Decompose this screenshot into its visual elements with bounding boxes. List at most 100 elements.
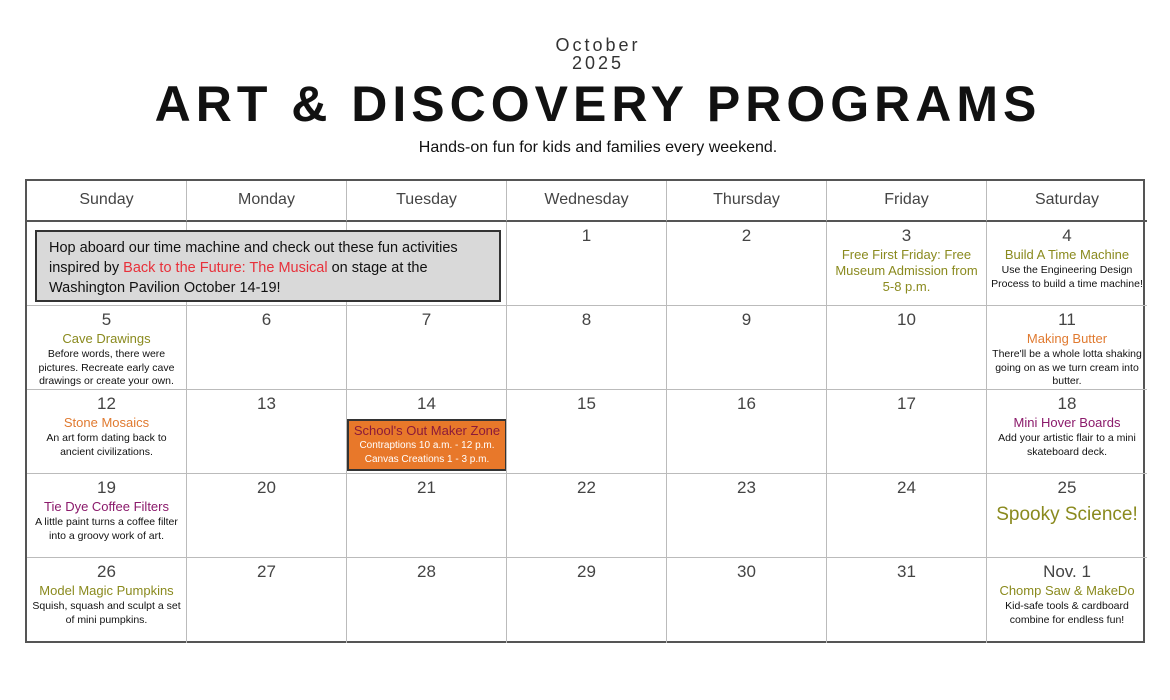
day-number: 15 xyxy=(577,394,596,413)
day-number: 24 xyxy=(897,478,916,497)
weekday-header: Saturday xyxy=(987,181,1147,222)
day-number: 17 xyxy=(897,394,916,413)
day-number: 12 xyxy=(97,394,116,413)
day-cell: 2 xyxy=(667,222,827,306)
day-number: 30 xyxy=(737,562,756,581)
event-time: Canvas Creations 1 - 3 p.m. xyxy=(364,454,490,465)
day-number: 25 xyxy=(1057,478,1077,497)
event-description: Squish, squash and sculpt a set of mini … xyxy=(32,600,181,626)
event-title: Build A Time Machine xyxy=(1004,247,1130,262)
day-cell: 28 xyxy=(347,558,507,643)
day-number: 5 xyxy=(101,310,112,329)
day-cell: 13 xyxy=(187,390,347,474)
day-cell: 27 xyxy=(187,558,347,643)
day-number: 18 xyxy=(1057,394,1077,413)
event-title: Making Butter xyxy=(1026,331,1108,346)
event-title: Stone Mosaics xyxy=(63,415,150,430)
day-cell[interactable]: 4 Build A Time Machine Use the Engineering… xyxy=(987,222,1147,306)
event-description: Add your artistic flair to a mini skateb… xyxy=(998,432,1136,458)
day-cell[interactable]: 18 Mini Hover Boards Add your artistic fla… xyxy=(987,390,1147,474)
event-title: Mini Hover Boards xyxy=(1013,415,1121,430)
weekday-header: Friday xyxy=(827,181,987,222)
day-cell: 24 xyxy=(827,474,987,558)
day-number: 29 xyxy=(577,562,596,581)
page-subtitle: Hands-on fun for kids and families every… xyxy=(418,139,778,156)
day-number: 7 xyxy=(421,310,432,329)
weekday-header: Sunday xyxy=(27,181,187,222)
day-cell: 16 xyxy=(667,390,827,474)
day-cell: 30 xyxy=(667,558,827,643)
event-time: Contraptions 10 a.m. - 12 p.m. xyxy=(359,440,495,451)
day-cell[interactable]: Nov. 1 Chomp Saw & MakeDo Kid-safe tools &… xyxy=(987,558,1147,643)
weekday-header: Wednesday xyxy=(507,181,667,222)
day-number: 9 xyxy=(741,310,752,329)
event-title: Free First Friday: Free Museum Admission… xyxy=(835,247,978,294)
musical-title[interactable]: Back to the Future: The Musical xyxy=(123,260,328,276)
day-cell: 10 xyxy=(827,306,987,390)
month-label: October 2025 xyxy=(0,36,1170,72)
intro-banner: Hop aboard our time machine and check ou… xyxy=(35,230,501,302)
day-cell: 6 xyxy=(187,306,347,390)
day-cell: 23 xyxy=(667,474,827,558)
day-number: 10 xyxy=(897,310,916,329)
maker-zone-event[interactable]: School's Out Maker Zone Contraptions 10 a… xyxy=(347,419,506,471)
day-number: 3 xyxy=(901,226,912,245)
weekday-header: Thursday xyxy=(667,181,827,222)
day-number: 16 xyxy=(737,394,756,413)
day-number: 6 xyxy=(261,310,272,329)
day-cell: 31 xyxy=(827,558,987,643)
day-cell: 1 xyxy=(507,222,667,306)
weekday-header: Monday xyxy=(187,181,347,222)
day-number: 4 xyxy=(1062,226,1072,245)
calendar-grid: Hop aboard our time machine and check ou… xyxy=(25,179,1147,643)
day-cell[interactable]: 12 Stone Mosaics An art form dating back t… xyxy=(27,390,187,474)
day-number: 8 xyxy=(581,310,592,329)
day-cell: 9 xyxy=(667,306,827,390)
year: 2025 xyxy=(571,53,625,73)
event-description: There'll be a whole lotta shaking going … xyxy=(992,348,1142,387)
event-title: Tie Dye Coffee Filters xyxy=(44,499,169,514)
month: October xyxy=(555,35,641,55)
day-number: 23 xyxy=(737,478,756,497)
day-number: 28 xyxy=(417,562,436,581)
day-number: 13 xyxy=(257,394,276,413)
day-cell: 20 xyxy=(187,474,347,558)
day-number: 1 xyxy=(581,226,592,245)
day-number: 31 xyxy=(897,562,916,581)
day-number: 26 xyxy=(97,562,116,581)
event-description: An art form dating back to ancient civil… xyxy=(46,432,167,458)
day-number: 20 xyxy=(257,478,276,497)
day-cell[interactable]: 25 Spooky Science! xyxy=(987,474,1147,558)
event-title: School's Out Maker Zone xyxy=(353,423,501,438)
day-cell xyxy=(347,222,507,306)
day-cell[interactable]: 26 Model Magic Pumpkins Squish, squash and… xyxy=(27,558,187,643)
day-number: 27 xyxy=(257,562,276,581)
day-number: 21 xyxy=(417,478,436,497)
day-cell: 29 xyxy=(507,558,667,643)
day-cell: 7 xyxy=(347,306,507,390)
day-cell: 14 School's Out Maker Zone Contraptions 10… xyxy=(347,390,507,474)
event-description: Kid-safe tools & cardboard combine for e… xyxy=(1005,600,1129,626)
banner-text: on stage at the Washington Pavilion Octo… xyxy=(49,260,428,296)
day-cell: 22 xyxy=(507,474,667,558)
event-title: Cave Drawings xyxy=(62,331,151,346)
event-title: Spooky Science! xyxy=(996,504,1138,525)
weekday-header: Tuesday xyxy=(347,181,507,222)
day-cell: 15 xyxy=(507,390,667,474)
day-number: 14 xyxy=(417,394,436,413)
day-number: 2 xyxy=(741,226,752,245)
banner-text: Hop aboard our time machine and check ou… xyxy=(49,240,458,276)
event-title: Model Magic Pumpkins xyxy=(39,583,174,598)
day-cell[interactable]: 5 Cave Drawings Before words, there were p… xyxy=(27,306,187,390)
day-cell[interactable]: 11 Making Butter There'll be a whole lotta… xyxy=(987,306,1147,390)
day-cell: 17 xyxy=(827,390,987,474)
day-cell[interactable]: 19 Tie Dye Coffee Filters A little paint t… xyxy=(27,474,187,558)
day-cell: 21 xyxy=(347,474,507,558)
event-description: Before words, there were pictures. Recre… xyxy=(38,348,175,387)
day-number: 19 xyxy=(97,478,116,497)
day-cell: 8 xyxy=(507,306,667,390)
event-description: Use the Engineering Design Process to bu… xyxy=(991,264,1143,290)
event-title: Chomp Saw & MakeDo xyxy=(999,583,1135,598)
day-cell[interactable]: 3 Free First Friday: Free Museum Admissio… xyxy=(827,222,987,306)
day-number: 11 xyxy=(1058,310,1076,329)
